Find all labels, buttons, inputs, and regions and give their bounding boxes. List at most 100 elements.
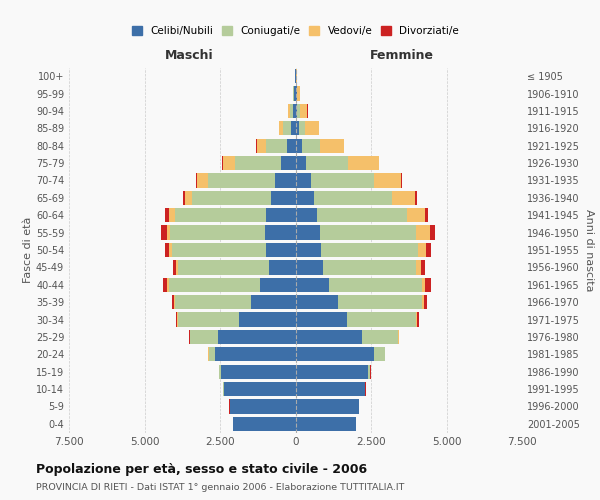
Bar: [290, 104, 293, 118]
Bar: [239, 312, 296, 326]
Bar: [295, 69, 296, 84]
Bar: [296, 382, 365, 396]
Bar: [415, 190, 417, 205]
Bar: [320, 226, 416, 239]
Bar: [175, 208, 266, 222]
Bar: [296, 416, 356, 431]
Bar: [368, 364, 370, 379]
Bar: [416, 260, 421, 274]
Bar: [392, 190, 415, 205]
Bar: [176, 312, 177, 326]
Bar: [233, 416, 296, 431]
Bar: [422, 295, 424, 310]
Bar: [296, 278, 329, 292]
Bar: [169, 278, 260, 292]
Bar: [163, 278, 167, 292]
Bar: [289, 104, 290, 118]
Bar: [349, 156, 379, 170]
Bar: [320, 138, 344, 153]
Bar: [298, 86, 300, 101]
Bar: [306, 156, 349, 170]
Bar: [294, 86, 296, 101]
Bar: [209, 347, 215, 362]
Bar: [223, 156, 235, 170]
Bar: [296, 69, 297, 84]
Bar: [417, 312, 419, 326]
Bar: [266, 208, 296, 222]
Bar: [418, 243, 426, 257]
Bar: [271, 190, 296, 205]
Bar: [425, 278, 431, 292]
Bar: [323, 260, 416, 274]
Bar: [224, 382, 296, 396]
Bar: [401, 174, 403, 188]
Bar: [296, 260, 323, 274]
Bar: [173, 260, 176, 274]
Bar: [190, 330, 218, 344]
Bar: [165, 208, 169, 222]
Bar: [321, 243, 418, 257]
Bar: [338, 295, 422, 310]
Bar: [283, 121, 291, 136]
Bar: [296, 121, 299, 136]
Bar: [424, 295, 427, 310]
Bar: [191, 190, 271, 205]
Bar: [302, 138, 320, 153]
Bar: [169, 243, 172, 257]
Bar: [279, 121, 283, 136]
Bar: [167, 278, 169, 292]
Bar: [416, 226, 430, 239]
Bar: [170, 226, 265, 239]
Bar: [287, 138, 296, 153]
Bar: [182, 190, 185, 205]
Bar: [178, 260, 269, 274]
Bar: [398, 330, 399, 344]
Bar: [329, 278, 422, 292]
Bar: [175, 295, 251, 310]
Bar: [296, 347, 374, 362]
Bar: [178, 312, 239, 326]
Bar: [219, 364, 221, 379]
Bar: [281, 156, 296, 170]
Bar: [215, 347, 296, 362]
Bar: [293, 86, 294, 101]
Bar: [165, 243, 169, 257]
Bar: [300, 104, 307, 118]
Bar: [296, 330, 362, 344]
Bar: [235, 156, 281, 170]
Text: Popolazione per età, sesso e stato civile - 2006: Popolazione per età, sesso e stato civil…: [36, 462, 367, 475]
Text: Maschi: Maschi: [165, 50, 214, 62]
Text: PROVINCIA DI RIETI - Dati ISTAT 1° gennaio 2006 - Elaborazione TUTTITALIA.IT: PROVINCIA DI RIETI - Dati ISTAT 1° genna…: [36, 484, 404, 492]
Bar: [425, 208, 428, 222]
Bar: [296, 86, 298, 101]
Bar: [218, 330, 296, 344]
Bar: [426, 243, 431, 257]
Bar: [296, 312, 347, 326]
Bar: [169, 208, 175, 222]
Bar: [296, 138, 302, 153]
Bar: [176, 260, 178, 274]
Bar: [196, 174, 197, 188]
Bar: [251, 295, 296, 310]
Bar: [296, 208, 317, 222]
Bar: [161, 226, 167, 239]
Bar: [257, 138, 266, 153]
Bar: [421, 260, 425, 274]
Bar: [298, 104, 300, 118]
Bar: [311, 174, 374, 188]
Bar: [296, 364, 368, 379]
Bar: [296, 174, 311, 188]
Bar: [185, 190, 191, 205]
Bar: [269, 260, 296, 274]
Bar: [422, 278, 425, 292]
Bar: [265, 226, 296, 239]
Bar: [260, 278, 296, 292]
Bar: [266, 138, 287, 153]
Bar: [291, 121, 296, 136]
Bar: [208, 174, 275, 188]
Bar: [266, 243, 296, 257]
Bar: [305, 121, 319, 136]
Legend: Celibi/Nubili, Coniugati/e, Vedovi/e, Divorziati/e: Celibi/Nubili, Coniugati/e, Vedovi/e, Di…: [128, 22, 463, 40]
Bar: [172, 243, 266, 257]
Bar: [299, 121, 305, 136]
